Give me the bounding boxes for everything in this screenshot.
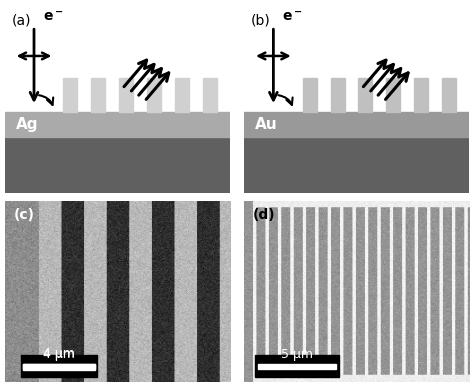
Text: $\mathbf{e^-}$: $\mathbf{e^-}$ [283, 11, 303, 25]
Text: (b): (b) [251, 13, 271, 27]
Bar [119, 78, 133, 112]
Bar [244, 112, 469, 138]
Text: (a): (a) [11, 13, 31, 27]
Bar [358, 78, 373, 112]
Bar [442, 78, 456, 112]
Bar [5, 112, 230, 138]
Text: 5 μm: 5 μm [281, 348, 313, 362]
Bar [20, 355, 97, 377]
Text: Ag: Ag [16, 117, 38, 132]
Text: (c): (c) [14, 208, 35, 222]
Bar [258, 363, 337, 369]
Bar [91, 78, 105, 112]
Bar [203, 78, 217, 112]
Bar [386, 78, 401, 112]
Bar [414, 78, 428, 112]
Bar [63, 78, 77, 112]
Text: (d): (d) [253, 208, 276, 222]
Bar [255, 355, 338, 377]
Bar [23, 363, 95, 369]
Bar [147, 78, 161, 112]
Bar [175, 78, 189, 112]
Bar [244, 138, 469, 193]
Text: $\mathbf{e^-}$: $\mathbf{e^-}$ [43, 11, 64, 25]
Bar [5, 138, 230, 193]
Bar [330, 78, 345, 112]
Text: 4 μm: 4 μm [43, 347, 75, 360]
Text: 4 μm: 4 μm [43, 348, 75, 362]
Text: Au: Au [255, 117, 278, 132]
Bar [23, 364, 95, 369]
Bar [302, 78, 317, 112]
